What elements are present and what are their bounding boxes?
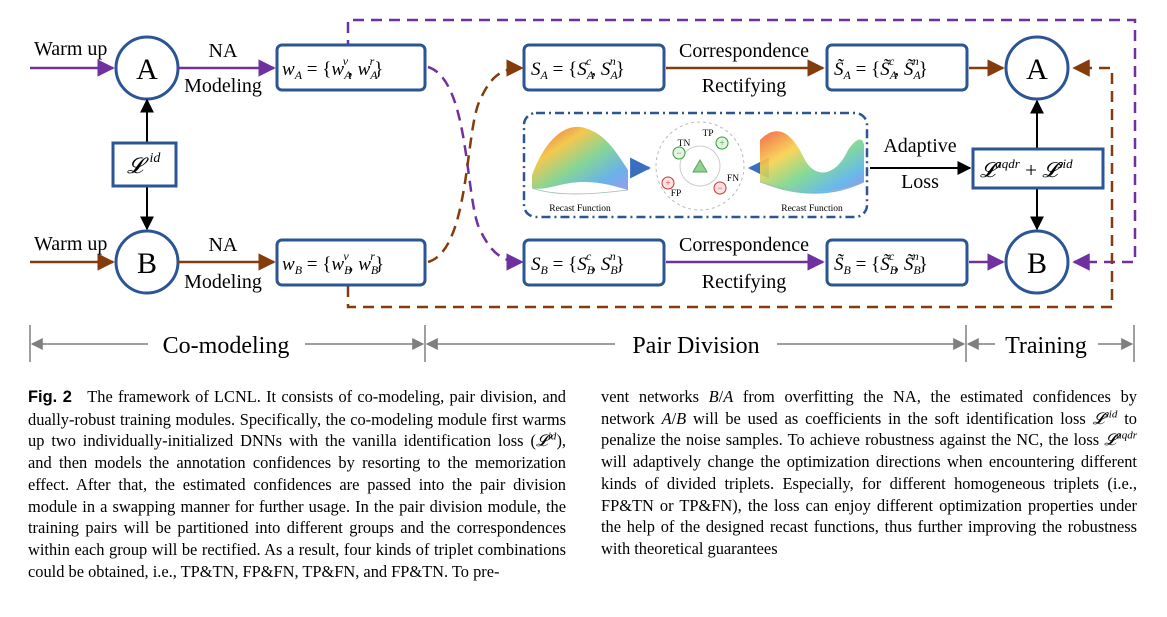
- s-b-box-label: SB = {SBc, SBn}: [531, 249, 625, 277]
- na-b-label: NA: [209, 234, 238, 256]
- svg-text:+: +: [665, 178, 670, 188]
- w-b-box-label: wB = {wBv, wBr}: [282, 249, 384, 277]
- stage-training: Training: [1005, 333, 1087, 359]
- correspondence-a-label: Correspondence: [679, 40, 809, 62]
- node-a-left-label: A: [136, 53, 158, 86]
- svg-text:−: −: [676, 148, 681, 158]
- s-b-tilde-box-label: S̃B = {S̃Bc, S̃Bn}: [834, 249, 928, 277]
- s-a-box: [522, 43, 666, 92]
- loss-id-sup: id: [150, 151, 162, 166]
- w-b-box: [275, 238, 427, 287]
- caption-paragraph-left: Fig. 2 The framework of LCNL. It consist…: [28, 387, 567, 581]
- s-b-box: [522, 238, 666, 287]
- node-b-right: [1004, 229, 1070, 295]
- w-a-box-label: wA = {wAv, wAr}: [282, 54, 383, 82]
- loss-id-box: [111, 141, 178, 188]
- recast-right-label: Recast Function: [781, 204, 843, 214]
- caption-paragraph-right: vent networks B/A from overfitting the N…: [601, 387, 1137, 558]
- warmup-b-label: Warm up: [34, 233, 107, 255]
- node-a-right: [1004, 35, 1070, 101]
- svg-text:−: −: [717, 183, 722, 193]
- correspondence-b-label: Correspondence: [679, 234, 809, 256]
- tn-label: TN: [678, 139, 691, 149]
- node-a-right-label: A: [1026, 53, 1048, 86]
- recast-surface-right: [759, 131, 865, 194]
- triplet-cycle-diagram: − + + −: [655, 121, 745, 211]
- modeling-a-label: Modeling: [184, 75, 262, 97]
- stage-comodeling: Co-modeling: [163, 333, 290, 359]
- caption-column-left: Fig. 2 The framework of LCNL. It consist…: [28, 386, 566, 582]
- rectifying-a-label: Rectifying: [702, 75, 786, 97]
- fn-label: FN: [727, 174, 739, 184]
- svg-text:+: +: [719, 138, 724, 148]
- recast-left-label: Recast Function: [549, 204, 611, 214]
- dashed-loop-brown: [346, 59, 1114, 309]
- s-a-box-label: SA = {SAc, SAn}: [531, 54, 625, 82]
- figure-label: Fig. 2: [28, 388, 72, 406]
- warmup-a-label: Warm up: [34, 38, 107, 60]
- combined-loss-box: [971, 147, 1105, 190]
- s-b-tilde-box: [825, 238, 969, 287]
- node-b-left-label: B: [137, 247, 157, 280]
- w-a-box: [275, 43, 427, 92]
- cross-curve-purple: [427, 65, 524, 271]
- adaptive-label: Adaptive: [883, 135, 956, 157]
- cross-curve-brown: [427, 59, 524, 264]
- stage-pair-division: Pair Division: [632, 333, 759, 359]
- s-a-tilde-box-label: S̃A = {S̃Ac, S̃An}: [834, 54, 928, 82]
- tp-label: TP: [702, 129, 713, 139]
- combined-loss-label: 𝓛aqdr + 𝓛sid: [980, 156, 1073, 182]
- fp-label: FP: [671, 189, 682, 199]
- modeling-b-label: Modeling: [184, 271, 262, 293]
- s-a-tilde-box: [825, 43, 969, 92]
- rectifying-b-label: Rectifying: [702, 271, 786, 293]
- loss-word-label: Loss: [901, 171, 939, 193]
- framework-diagram: Warm up Warm up A B 𝓛 id NA Modeling NA …: [29, 18, 1137, 362]
- na-a-label: NA: [209, 40, 238, 62]
- recast-surface-left: [531, 126, 629, 195]
- node-b-right-label: B: [1027, 247, 1047, 280]
- dashed-loop-purple: [346, 18, 1137, 271]
- caption-column-right: vent networks B/A from overfitting the N…: [601, 386, 1137, 560]
